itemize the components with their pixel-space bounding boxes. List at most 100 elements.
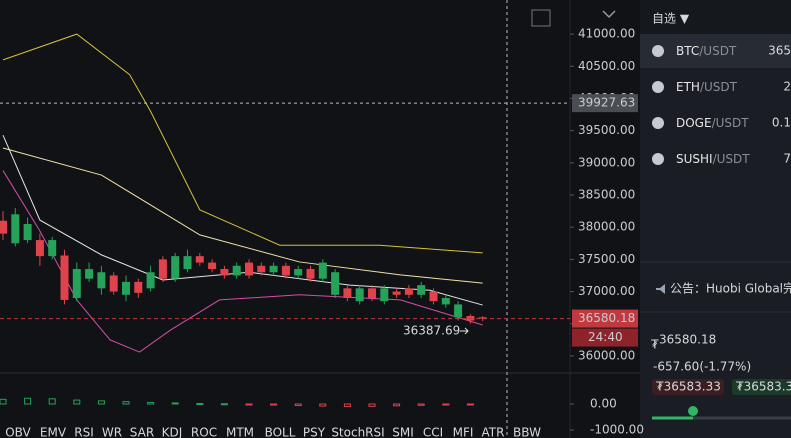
candle-body <box>97 272 106 289</box>
candle-body <box>85 269 94 279</box>
last-price-bg <box>572 309 638 328</box>
coin-icon <box>652 81 664 93</box>
macd-bar <box>122 401 130 405</box>
pair-name[interactable]: BTC/USDT <box>676 44 737 58</box>
candle-body <box>134 281 143 293</box>
candle-body <box>380 288 389 302</box>
macd-bar <box>245 403 253 406</box>
indicator-tab[interactable]: OBV <box>5 426 31 438</box>
indicator-line <box>2 33 483 254</box>
candle-body <box>343 288 352 298</box>
macd-bar <box>73 399 81 405</box>
low-marker: 36387.69 <box>403 323 460 337</box>
macd-tick-label: -1000.00 <box>590 422 644 436</box>
indicator-tab[interactable]: KDJ <box>162 426 183 438</box>
notice-icon <box>656 284 665 294</box>
macd-bar <box>171 402 179 405</box>
indicator-tab[interactable]: MTM <box>226 426 254 438</box>
candle-body <box>146 272 155 289</box>
indicator-tab[interactable]: SAR <box>130 426 154 438</box>
candle-body <box>392 291 401 295</box>
fullscreen-button[interactable] <box>531 9 551 27</box>
low-marker-arrow <box>460 327 469 335</box>
candle-body <box>158 259 167 279</box>
chart-background <box>0 0 640 438</box>
indicator-tab[interactable]: CCI <box>423 426 443 438</box>
macd-tick-label: 0.00 <box>590 396 617 410</box>
indicator-tab[interactable]: MFI <box>453 426 474 438</box>
candle-body <box>245 262 253 276</box>
y-tick-label: 37500.00 <box>578 252 635 266</box>
indicator-tab[interactable]: ATR <box>482 426 505 438</box>
ask-price: ₮36583.32 <box>736 380 791 394</box>
candle-body <box>23 223 32 241</box>
candle-body <box>220 269 229 276</box>
macd-bar <box>417 403 425 406</box>
macd-bar <box>220 403 228 406</box>
candle-body <box>122 281 130 295</box>
last-price: 36580.18 <box>659 333 716 347</box>
countdown: 24:40 <box>588 330 623 344</box>
pair-quote: /USDT <box>713 152 751 166</box>
y-tick-label: 39500.00 <box>578 123 635 137</box>
candle-body <box>368 288 376 298</box>
indicator-line <box>2 147 483 284</box>
candle-body <box>441 297 450 305</box>
macd-bar <box>368 403 376 407</box>
candle-body <box>355 288 364 302</box>
candle-body <box>257 265 266 273</box>
pair-base: SUSHI <box>676 152 713 166</box>
notice[interactable]: 公告：Huobi Global完 <box>670 281 791 296</box>
indicator-tab[interactable]: WR <box>102 426 122 438</box>
y-tick-label: 38000.00 <box>578 220 635 234</box>
indicator-tab[interactable]: ROC <box>191 426 217 438</box>
pair-base: DOGE <box>676 116 712 130</box>
range-handle[interactable] <box>688 406 698 416</box>
pair-name[interactable]: ETH/USDT <box>676 80 738 94</box>
pair-price: 0.1 <box>772 116 791 130</box>
candle-body <box>281 265 290 276</box>
price-change: -657.60(-1.77%) <box>653 360 751 374</box>
indicator-line <box>2 134 483 306</box>
macd-bar <box>270 403 278 406</box>
pair-name[interactable]: DOGE/USDT <box>676 116 749 130</box>
pair-base: BTC <box>676 44 699 58</box>
bid-price: ₮36583.33 <box>656 380 721 394</box>
y-tick-label: 38500.00 <box>578 188 635 202</box>
indicator-tab[interactable]: PSY <box>303 426 326 438</box>
candle-body <box>478 317 487 319</box>
indicator-tab[interactable]: BOLL <box>265 426 296 438</box>
indicator-tab[interactable]: SMI <box>392 426 414 438</box>
macd-bar <box>319 403 327 407</box>
countdown-bg <box>572 328 638 347</box>
candle-body <box>60 255 69 300</box>
y-tick-label: 36000.00 <box>578 348 635 362</box>
candle-body <box>429 291 438 302</box>
candle-body <box>183 256 192 270</box>
pair-name[interactable]: SUSHI/USDT <box>676 152 750 166</box>
indicator-tab[interactable]: StochRSI <box>331 426 384 438</box>
last-price-label: 36580.18 <box>578 311 635 325</box>
indicator-tab[interactable]: BBW <box>513 426 541 438</box>
watchlist-tab[interactable]: 自选 ▼ <box>652 12 690 26</box>
candle-body <box>232 265 241 276</box>
macd-bar <box>466 403 474 406</box>
macd-bar <box>24 397 32 405</box>
crosshair-label-bg <box>572 94 638 113</box>
macd-bar <box>147 401 155 405</box>
indicator-tab[interactable]: RSI <box>74 426 94 438</box>
candle-body <box>417 285 426 295</box>
candle-body <box>171 256 180 279</box>
pair-base: ETH <box>676 80 700 94</box>
y-tick-label: 37000.00 <box>578 284 635 298</box>
macd-bar <box>48 398 56 405</box>
candle-body <box>195 256 204 263</box>
collapse-button[interactable] <box>602 10 616 19</box>
candle-body <box>48 240 57 257</box>
candle-body <box>306 269 315 279</box>
y-tick-label: 40500.00 <box>578 59 635 73</box>
indicator-tab[interactable]: EMV <box>40 426 67 438</box>
candle-body <box>72 269 81 298</box>
pair-price: 7 <box>783 152 791 166</box>
